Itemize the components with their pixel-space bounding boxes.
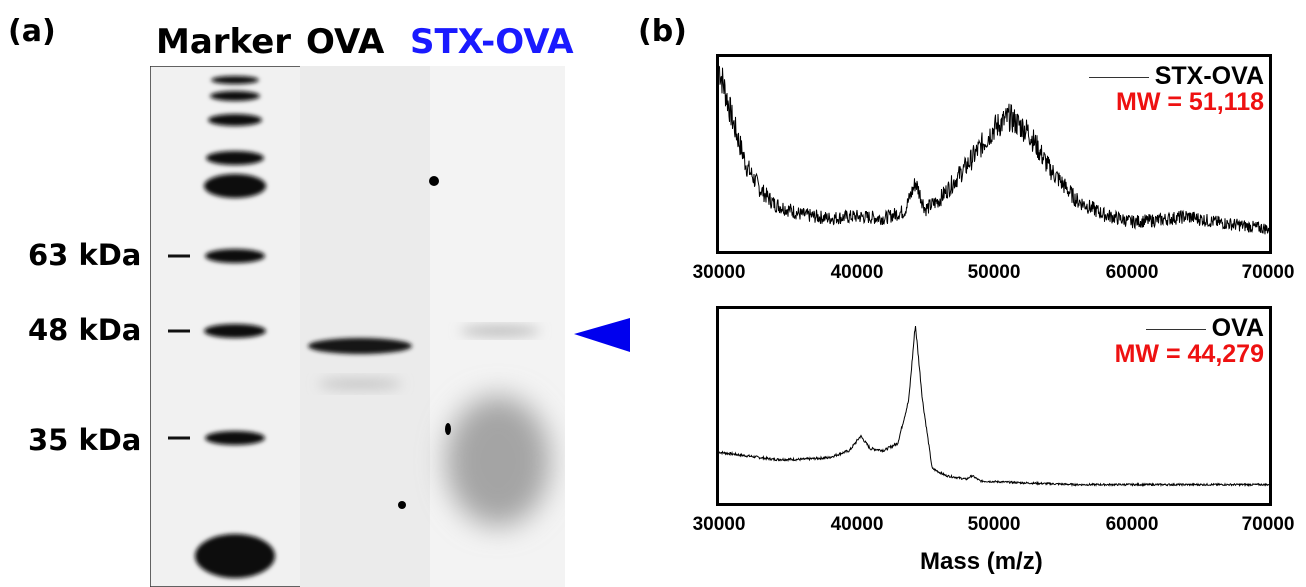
x-axis-label: Mass (m/z)	[920, 548, 1043, 575]
legend-ova: OVA	[1145, 314, 1264, 343]
legend-line-ova	[1145, 328, 1206, 330]
gel-image	[150, 66, 565, 587]
x-tick-bottom-40000: 40000	[830, 514, 884, 535]
x-tick-top-70000: 70000	[1241, 262, 1295, 283]
ova-plot-frame	[716, 306, 1272, 506]
stx-ova-spectrum	[719, 65, 1269, 235]
legend-label-stx-ova: STX-OVA	[1154, 62, 1264, 90]
band-arrow	[574, 318, 630, 352]
series-line-stx-ova	[719, 65, 1269, 235]
x-tick-bottom-50000: 50000	[967, 514, 1021, 535]
ova-spectrum	[719, 326, 1269, 488]
lane-header-ova: OVA	[306, 22, 385, 62]
x-tick-bottom-30000: 30000	[692, 514, 746, 535]
marker-label-35: 35 kDa	[28, 423, 142, 457]
panel-b-label: (b)	[638, 14, 687, 49]
marker-label-48: 48 kDa	[28, 313, 142, 347]
mw-label-stx-ova: MW = 51,118	[1116, 88, 1264, 116]
legend-label-ova: OVA	[1211, 314, 1264, 342]
x-tick-bottom-60000: 60000	[1105, 514, 1159, 535]
x-tick-top-60000: 60000	[1105, 262, 1159, 283]
legend-line-stx-ova	[1088, 76, 1149, 78]
x-tick-bottom-70000: 70000	[1241, 514, 1295, 535]
lane-header-stx-ova: STX-OVA	[410, 22, 574, 62]
x-tick-top-40000: 40000	[830, 262, 884, 283]
x-tick-top-30000: 30000	[692, 262, 746, 283]
panel-a-label: (a)	[8, 14, 56, 49]
marker-label-63: 63 kDa	[28, 238, 142, 272]
lane-header-marker: Marker	[156, 22, 292, 62]
legend-stx-ova: STX-OVA	[1088, 62, 1264, 91]
x-tick-top-50000: 50000	[967, 262, 1021, 283]
mw-label-ova: MW = 44,279	[1114, 340, 1264, 368]
series-line-ova	[719, 326, 1269, 488]
